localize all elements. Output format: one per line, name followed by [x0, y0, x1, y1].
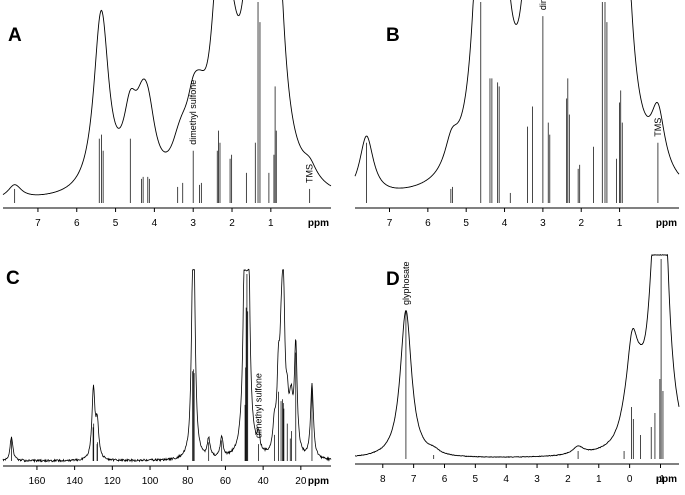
panel-d-tick-label: 7: [411, 474, 417, 485]
panel-a-tick-label: 1: [268, 218, 274, 229]
panel-d-tick-label: -1: [656, 474, 665, 485]
panel-b-annotation-label: dimethyl sulfone: [538, 0, 548, 10]
panel-d-tick-label: 1: [596, 474, 602, 485]
panel-b-spectrum-trace: [354, 0, 680, 189]
panel-b-tick-label: 7: [387, 218, 393, 229]
panel-c: C 160 140 120 100 80 60 40 20 ppm dimethyl sulfon…: [2, 268, 332, 487]
panel-d-spectrum-trace: [355, 254, 680, 458]
panel-b-axis-unit: ppm: [656, 218, 677, 229]
panel-b-tick-label: 5: [463, 218, 469, 229]
panel-c-plot: 160 140 120 100 80 60 40 20 ppm dimethyl sulfone: [2, 268, 332, 487]
panel-a-tick-label: 7: [35, 218, 41, 229]
panel-c-tick-label: 80: [182, 476, 194, 487]
panel-c-axis-unit: ppm: [308, 476, 329, 487]
panel-d-annotation-label: glyphosate: [401, 261, 411, 305]
panel-b-tick-label: 4: [502, 218, 508, 229]
panel-a-annotation-label: dimethyl sulfone: [188, 80, 198, 145]
panel-c-tick-label: 60: [220, 476, 232, 487]
panel-d-letter: D: [386, 269, 400, 290]
panel-b-plot: 7 6 5 4 3 2 1 ppm dimethyl sulfone TMS: [354, 0, 680, 229]
panel-c-tick-label: 120: [104, 476, 121, 487]
panel-b-tick-label: 6: [425, 218, 431, 229]
panel-a-tick-label: 3: [190, 218, 196, 229]
panel-a-spectrum-trace: [2, 0, 332, 196]
panel-d-tick-label: 5: [473, 474, 479, 485]
panel-d-tick-label: 3: [534, 474, 540, 485]
panel-d-tick-label: 0: [627, 474, 633, 485]
panel-c-letter: C: [6, 268, 20, 289]
panel-d-tick-label: 8: [380, 474, 386, 485]
panel-a: A 7 6 5 4 3 2 1 ppm dimethyl sulfone TMS: [2, 0, 332, 229]
panel-c-tick-label: 40: [258, 476, 270, 487]
panel-b-tick-label: 3: [540, 218, 546, 229]
panel-c-annotation-label: dimethyl sulfone: [253, 373, 263, 438]
panel-c-tick-label: 160: [29, 476, 46, 487]
panel-d-tick-label: 6: [442, 474, 448, 485]
panel-b-letter: B: [386, 25, 400, 46]
panel-a-tick-label: 2: [229, 218, 235, 229]
panel-d-tick-label: 4: [503, 474, 509, 485]
panel-d-axis-unit: ppm: [656, 474, 677, 485]
panel-c-tick-label: 100: [142, 476, 159, 487]
panel-b-tick-label: 2: [578, 218, 584, 229]
panel-a-annotation-label: TMS: [305, 164, 315, 183]
panel-b-annotation-label: TMS: [653, 118, 663, 137]
panel-a-tick-label: 4: [152, 218, 158, 229]
panel-b-tick-label: 1: [617, 218, 623, 229]
panel-c-spectrum-trace: [2, 268, 332, 463]
panel-a-plot: 7 6 5 4 3 2 1 ppm dimethyl sulfone TMS: [2, 0, 332, 229]
panel-d-tick-label: 2: [565, 474, 571, 485]
panel-b: B 7 6 5 4 3 2 1 ppm dimethyl sulfone TMS: [354, 0, 680, 229]
panel-a-axis-unit: ppm: [308, 218, 329, 229]
panel-a-letter: A: [8, 25, 22, 46]
panel-c-tick-label: 20: [295, 476, 307, 487]
panel-c-tick-label: 140: [66, 476, 83, 487]
panel-a-tick-label: 5: [113, 218, 119, 229]
panel-a-tick-label: 6: [74, 218, 80, 229]
